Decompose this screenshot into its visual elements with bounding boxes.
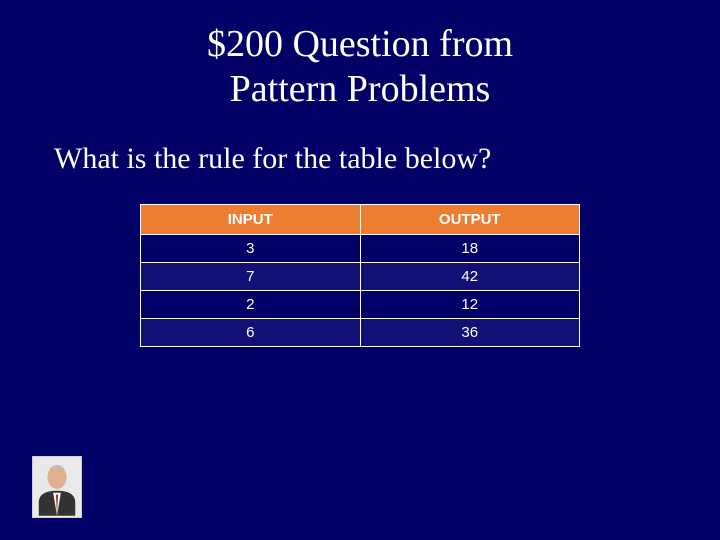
table-row: 2 12 — [141, 290, 580, 318]
table-cell: 18 — [360, 234, 580, 262]
slide-title: $200 Question from Pattern Problems — [0, 22, 720, 112]
title-line-1: $200 Question from — [207, 23, 513, 65]
table-header-input: INPUT — [141, 204, 361, 234]
table-header-output: OUTPUT — [360, 204, 580, 234]
table-row: 3 18 — [141, 234, 580, 262]
table-row: 6 36 — [141, 318, 580, 346]
pattern-table-wrap: INPUT OUTPUT 3 18 7 42 2 12 6 — [140, 204, 580, 347]
table-cell: 42 — [360, 262, 580, 290]
table-cell: 3 — [141, 234, 361, 262]
table-row: 7 42 — [141, 262, 580, 290]
table-cell: 2 — [141, 290, 361, 318]
slide: $200 Question from Pattern Problems What… — [0, 0, 720, 540]
question-text: What is the rule for the table below? — [0, 142, 720, 176]
table-header-row: INPUT OUTPUT — [141, 204, 580, 234]
title-line-2: Pattern Problems — [230, 68, 491, 110]
table-cell: 6 — [141, 318, 361, 346]
table-cell: 12 — [360, 290, 580, 318]
host-avatar-icon[interactable] — [32, 456, 82, 518]
pattern-table: INPUT OUTPUT 3 18 7 42 2 12 6 — [140, 204, 580, 347]
table-cell: 7 — [141, 262, 361, 290]
table-cell: 36 — [360, 318, 580, 346]
